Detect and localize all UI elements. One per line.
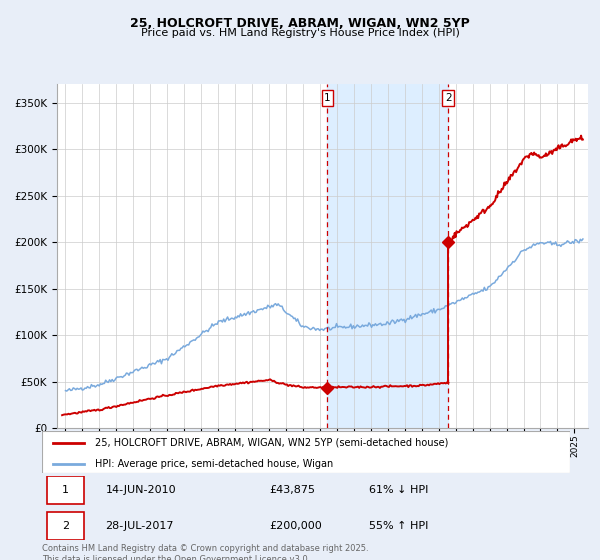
- Text: 25, HOLCROFT DRIVE, ABRAM, WIGAN, WN2 5YP (semi-detached house): 25, HOLCROFT DRIVE, ABRAM, WIGAN, WN2 5Y…: [95, 438, 448, 448]
- Text: 61% ↓ HPI: 61% ↓ HPI: [370, 485, 429, 495]
- Text: 2: 2: [445, 93, 452, 103]
- Text: HPI: Average price, semi-detached house, Wigan: HPI: Average price, semi-detached house,…: [95, 459, 333, 469]
- Bar: [328, 84, 448, 428]
- Text: 14-JUN-2010: 14-JUN-2010: [106, 485, 176, 495]
- Text: 28-JUL-2017: 28-JUL-2017: [106, 521, 174, 531]
- Text: 1: 1: [62, 485, 69, 495]
- Text: £43,875: £43,875: [269, 485, 315, 495]
- Text: 55% ↑ HPI: 55% ↑ HPI: [370, 521, 429, 531]
- Bar: [47, 512, 84, 540]
- Bar: [47, 476, 84, 505]
- Text: 2: 2: [62, 521, 70, 531]
- Text: £200,000: £200,000: [269, 521, 322, 531]
- Text: 25, HOLCROFT DRIVE, ABRAM, WIGAN, WN2 5YP: 25, HOLCROFT DRIVE, ABRAM, WIGAN, WN2 5Y…: [130, 17, 470, 30]
- Text: 1: 1: [324, 93, 331, 103]
- Text: Contains HM Land Registry data © Crown copyright and database right 2025.
This d: Contains HM Land Registry data © Crown c…: [42, 544, 368, 560]
- Text: Price paid vs. HM Land Registry's House Price Index (HPI): Price paid vs. HM Land Registry's House …: [140, 28, 460, 38]
